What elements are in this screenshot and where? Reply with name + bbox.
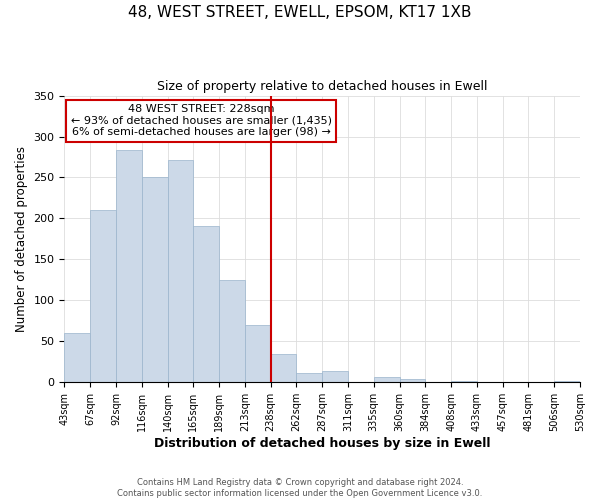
Bar xyxy=(64,333,90,382)
Text: 48, WEST STREET, EWELL, EPSOM, KT17 1XB: 48, WEST STREET, EWELL, EPSOM, KT17 1XB xyxy=(128,5,472,20)
Bar xyxy=(142,176,167,382)
Bar xyxy=(219,280,245,382)
Bar xyxy=(296,374,322,382)
Title: Size of property relative to detached houses in Ewell: Size of property relative to detached ho… xyxy=(157,80,487,93)
Bar xyxy=(451,380,477,382)
Bar xyxy=(167,160,193,382)
Bar xyxy=(271,354,296,382)
Bar xyxy=(245,325,271,382)
Text: Contains HM Land Registry data © Crown copyright and database right 2024.
Contai: Contains HM Land Registry data © Crown c… xyxy=(118,478,482,498)
Bar xyxy=(116,150,142,382)
Bar xyxy=(400,379,425,382)
X-axis label: Distribution of detached houses by size in Ewell: Distribution of detached houses by size … xyxy=(154,437,490,450)
Y-axis label: Number of detached properties: Number of detached properties xyxy=(15,146,28,332)
Text: 48 WEST STREET: 228sqm
← 93% of detached houses are smaller (1,435)
6% of semi-d: 48 WEST STREET: 228sqm ← 93% of detached… xyxy=(71,104,332,138)
Bar xyxy=(554,380,580,382)
Bar xyxy=(90,210,116,382)
Bar xyxy=(322,371,348,382)
Bar xyxy=(193,226,219,382)
Bar xyxy=(374,378,400,382)
